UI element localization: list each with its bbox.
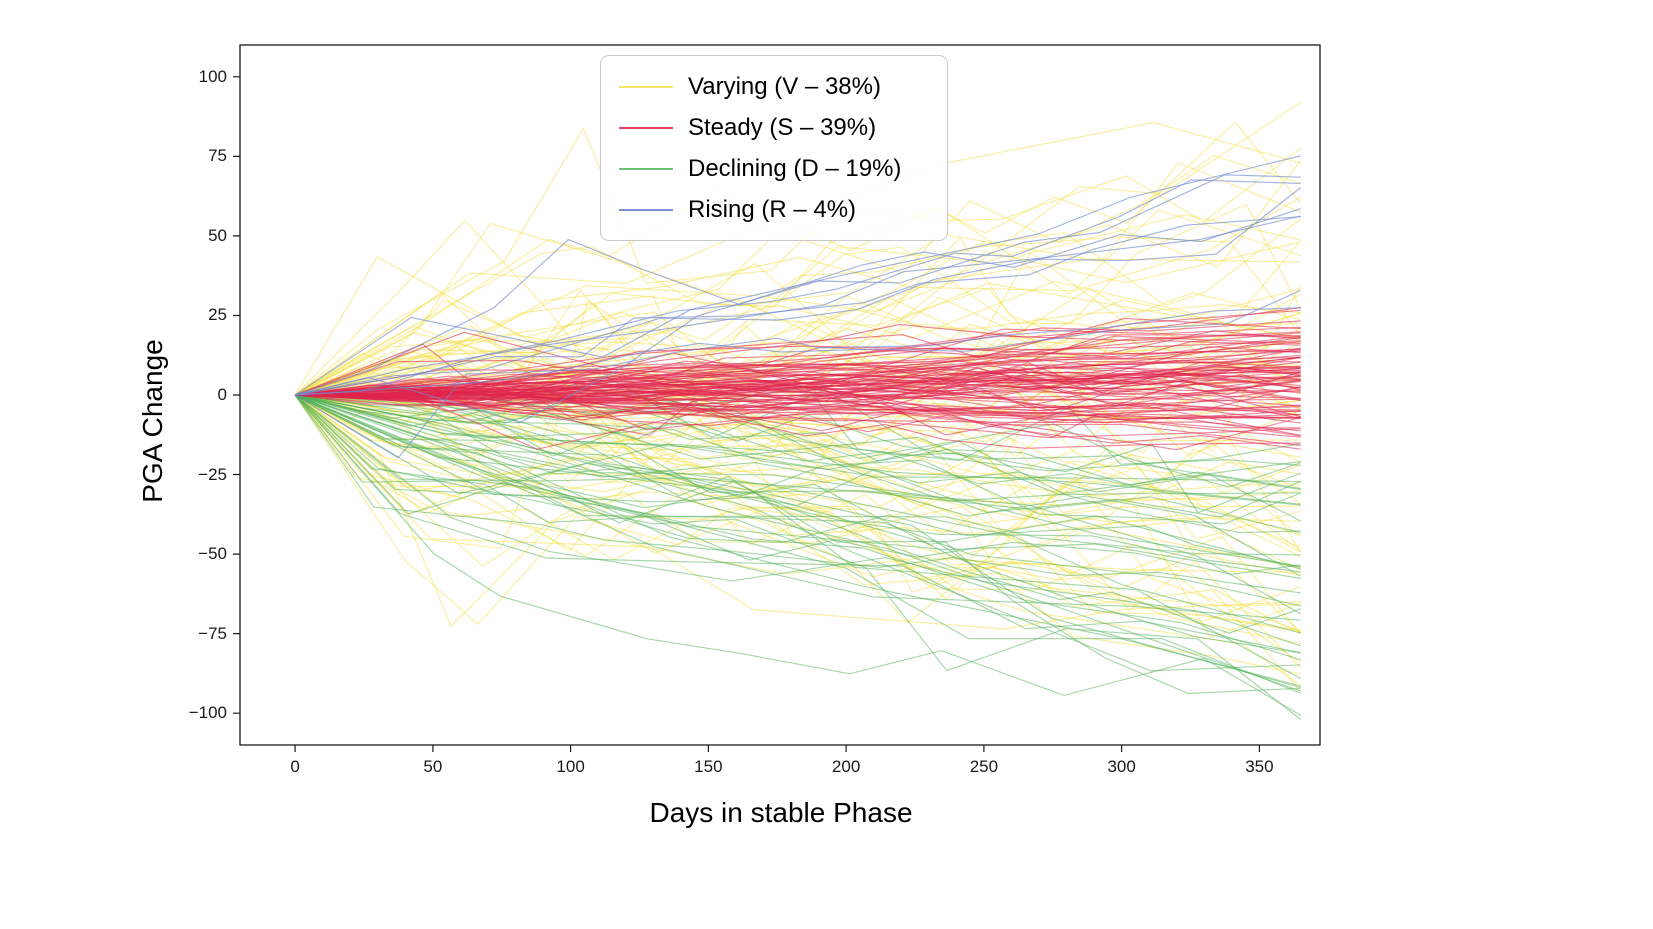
- x-tick-label: 50: [423, 757, 443, 776]
- legend-label: Steady (S – 39%): [688, 113, 877, 141]
- legend-swatch-d: [619, 167, 673, 170]
- y-axis-label: PGA Change: [137, 339, 168, 503]
- series-r-lines: [294, 155, 1302, 459]
- plot-spines: [239, 44, 1321, 746]
- legend: Varying (V – 38%) Steady (S – 39%) Declini…: [600, 55, 949, 241]
- tick-marks: [233, 76, 1260, 752]
- legend-swatch-s: [619, 126, 673, 129]
- legend-item-r: Rising (R – 4%): [619, 189, 901, 230]
- x-tick-label: 0: [290, 757, 300, 776]
- y-tick-label: −50: [198, 544, 227, 564]
- x-tick-label: 100: [556, 757, 585, 776]
- legend-swatch-v: [619, 85, 673, 88]
- legend-label: Rising (R – 4%): [688, 195, 857, 223]
- x-tick-label: 300: [1107, 757, 1136, 776]
- legend-swatch-r: [619, 208, 673, 211]
- y-tick-label: 75: [208, 146, 227, 166]
- x-tick-label: 350: [1245, 757, 1274, 776]
- y-tick-label: −75: [198, 623, 227, 643]
- y-tick-label: −25: [198, 464, 227, 484]
- legend-label: Varying (V – 38%): [688, 72, 881, 100]
- series-d-lines: [294, 375, 1302, 720]
- legend-item-v: Varying (V – 38%): [619, 66, 901, 107]
- y-tick-label: 100: [198, 66, 227, 86]
- legend-label: Declining (D – 19%): [688, 154, 902, 182]
- x-axis-label: Days in stable Phase: [649, 797, 913, 828]
- y-tick-label: 25: [208, 305, 227, 325]
- y-tick-label: 50: [208, 225, 227, 245]
- x-tick-label: 250: [969, 757, 999, 776]
- x-tick-label: 200: [831, 757, 861, 776]
- legend-item-s: Steady (S – 39%): [619, 107, 901, 148]
- x-tick-label: 150: [694, 757, 723, 776]
- y-tick-label: 0: [217, 385, 227, 404]
- y-tick-label: −100: [188, 703, 227, 723]
- legend-item-d: Declining (D – 19%): [619, 148, 901, 189]
- series-s-lines: [294, 306, 1301, 451]
